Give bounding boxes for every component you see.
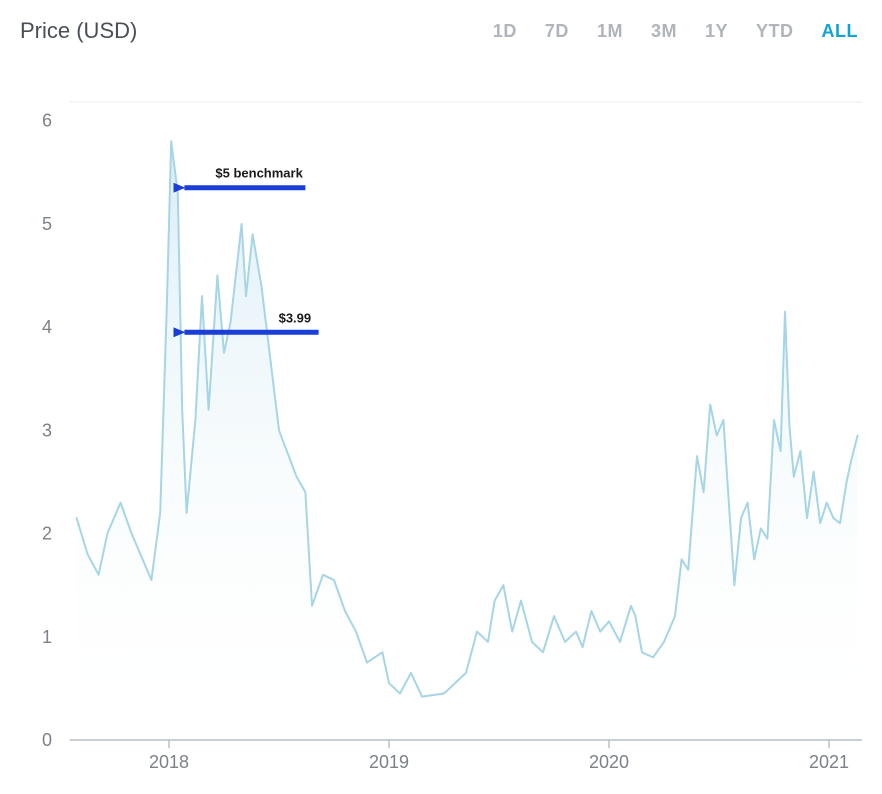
svg-text:2018: 2018: [149, 752, 189, 770]
svg-text:2: 2: [42, 524, 52, 544]
svg-text:4: 4: [42, 317, 52, 337]
price-chart: 0 1 2 3 4 5 6 2018 2019 2020 2021 $5 benchmark $3.99: [20, 70, 862, 770]
range-tab-1d[interactable]: 1D: [493, 21, 517, 42]
chart-title: Price (USD): [20, 18, 137, 44]
svg-text:2021: 2021: [809, 752, 849, 770]
svg-text:2020: 2020: [589, 752, 629, 770]
chart-annotation-label: $3.99: [279, 310, 312, 325]
range-tab-1m[interactable]: 1M: [597, 21, 623, 42]
svg-text:1: 1: [42, 627, 52, 647]
range-tab-all[interactable]: ALL: [822, 21, 859, 42]
svg-text:6: 6: [42, 111, 52, 131]
range-tab-3m[interactable]: 3M: [651, 21, 677, 42]
svg-text:3: 3: [42, 420, 52, 440]
chart-header: Price (USD) 1D 7D 1M 3M 1Y YTD ALL: [0, 0, 882, 52]
svg-text:5: 5: [42, 214, 52, 234]
range-tab-1y[interactable]: 1Y: [705, 21, 728, 42]
svg-text:2019: 2019: [369, 752, 409, 770]
range-tab-ytd[interactable]: YTD: [756, 21, 794, 42]
range-tab-7d[interactable]: 7D: [545, 21, 569, 42]
svg-text:0: 0: [42, 730, 52, 750]
time-range-tabs: 1D 7D 1M 3M 1Y YTD ALL: [493, 21, 858, 42]
chart-annotation-label: $5 benchmark: [215, 166, 303, 181]
